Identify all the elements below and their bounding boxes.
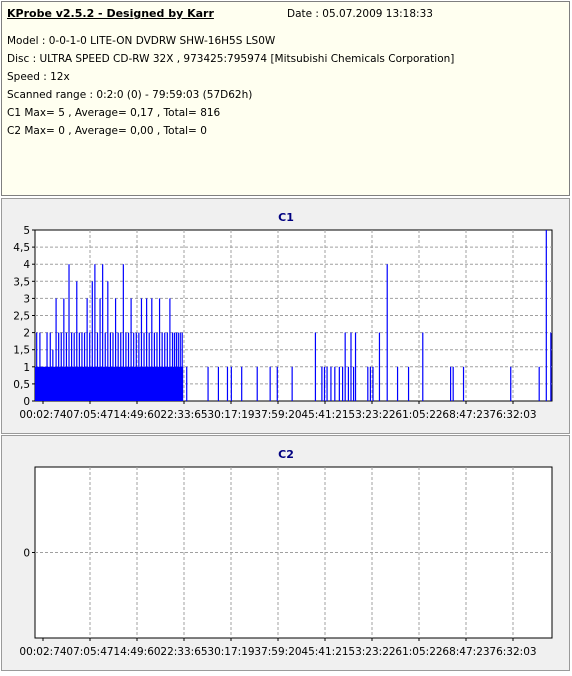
x-tick-label: 14:49:60 (113, 646, 160, 658)
y-tick-label: 0 (23, 396, 30, 408)
c1-chart-panel: C1 0 0,5 1 1,5 2 2,5 3 3,5 4 4,5 5 00:02:74 07:05:47 1… (1, 198, 570, 434)
x-tick-label: 61:05:22 (395, 409, 442, 421)
y-tick-label: 0 (23, 548, 30, 560)
y-tick-label: 5 (23, 225, 30, 237)
x-tick-label: 30:17:19 (207, 646, 254, 658)
x-tick-label: 68:47:23 (442, 646, 489, 658)
speed-line: Speed : 12x (7, 71, 70, 83)
x-tick-label: 37:59:20 (254, 409, 301, 421)
y-tick-label: 0,5 (13, 379, 30, 391)
c1-chart: C1 0 0,5 1 1,5 2 2,5 3 3,5 4 4,5 5 00:02:74 07:05:47 1… (13, 211, 553, 421)
y-tick-label: 3,5 (13, 276, 30, 288)
x-tick-label: 76:32:03 (489, 409, 536, 421)
scan-date: Date : 05.07.2009 13:18:33 (287, 8, 433, 20)
x-tick-label: 53:23:22 (348, 646, 395, 658)
x-tick-label: 37:59:20 (254, 646, 301, 658)
x-tick-label: 14:49:60 (113, 409, 160, 421)
x-tick-label: 22:33:65 (160, 409, 207, 421)
x-tick-label: 45:41:21 (301, 646, 348, 658)
y-tick-label: 1 (23, 362, 30, 374)
x-tick-label: 22:33:65 (160, 646, 207, 658)
y-tick-label: 2 (23, 328, 30, 340)
x-tick-label: 45:41:21 (301, 409, 348, 421)
c1-dense-error-block (35, 366, 184, 401)
y-tick-label: 2,5 (13, 311, 30, 323)
y-tick-label: 4 (23, 259, 30, 271)
disc-line: Disc : ULTRA SPEED CD-RW 32X , 973425:79… (7, 53, 455, 65)
c2-chart: C2 0 00:02:74 07:05:47 14:49:60 22:33:65 30:17… (19, 448, 553, 658)
y-tick-label: 1,5 (13, 345, 30, 357)
app-title: KProbe v2.5.2 - Designed by Karr (7, 7, 214, 20)
x-tick-label: 30:17:19 (207, 409, 254, 421)
x-tick-label: 00:02:74 (19, 646, 66, 658)
y-tick-label: 4,5 (13, 242, 30, 254)
x-tick-label: 68:47:23 (442, 409, 489, 421)
chart-title: C1 (278, 211, 294, 224)
x-tick-label: 00:02:74 (19, 409, 66, 421)
c2-chart-panel: C2 0 00:02:74 07:05:47 14:49:60 22:33:65 30:17… (1, 435, 570, 671)
model-line: Model : 0-0-1-0 LITE-ON DVDRW SHW-16H5S … (7, 35, 276, 47)
x-tick-label: 61:05:22 (395, 646, 442, 658)
disc-info-panel: KProbe v2.5.2 - Designed by Karr Date : … (1, 1, 570, 196)
chart-title: C2 (278, 448, 294, 461)
c2-summary-line: C2 Max= 0 , Average= 0,00 , Total= 0 (7, 125, 207, 137)
x-tick-label: 53:23:22 (348, 409, 395, 421)
y-tick-label: 3 (23, 293, 30, 305)
x-tick-label: 76:32:03 (489, 646, 536, 658)
x-tick-label: 07:05:47 (66, 646, 113, 658)
x-tick-label: 07:05:47 (66, 409, 113, 421)
c1-summary-line: C1 Max= 5 , Average= 0,17 , Total= 816 (7, 107, 221, 119)
scanned-range-line: Scanned range : 0:2:0 (0) - 79:59:03 (57… (7, 89, 253, 101)
